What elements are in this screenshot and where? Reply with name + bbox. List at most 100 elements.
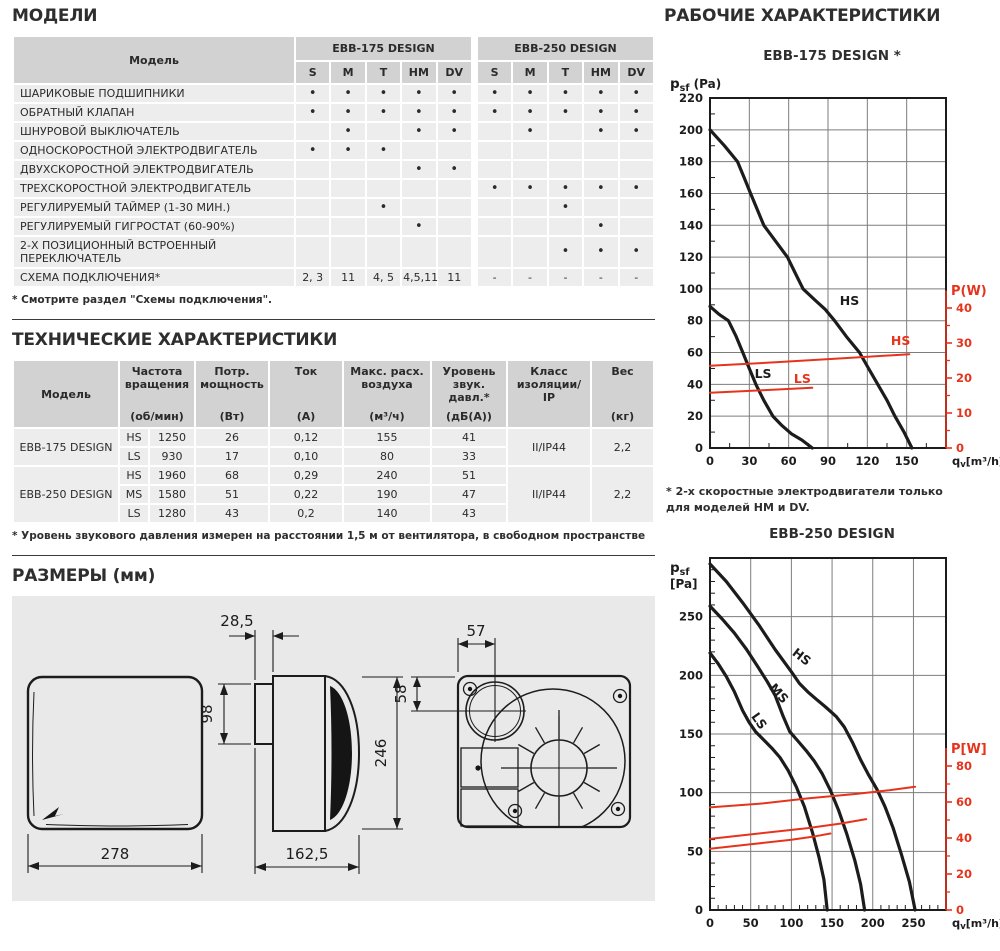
table-cell bbox=[584, 199, 618, 216]
feature-label: ДВУХСКОРОСТНОЙ ЭЛЕКТРОДВИГАТЕЛЬ bbox=[14, 161, 294, 178]
table-cell: • bbox=[477, 180, 512, 197]
table-row: ШАРИКОВЫЕ ПОДШИПНИКИ • • • • • • • • • • bbox=[14, 85, 653, 102]
feature-label: РЕГУЛИРУЕМЫЙ ГИГРОСТАТ (60-90%) bbox=[14, 218, 294, 235]
table-row: EBB-175 DESIGN HS 1250 26 0,12 155 41 II/IP44 2,… bbox=[14, 429, 653, 465]
table-cell: • bbox=[366, 142, 401, 159]
table-cell: • bbox=[584, 218, 618, 235]
impeller bbox=[530, 739, 588, 797]
curve-hs bbox=[708, 562, 917, 912]
svg-text:20: 20 bbox=[956, 371, 972, 385]
svg-text:0: 0 bbox=[695, 903, 703, 917]
table-cell: LS bbox=[120, 505, 148, 522]
table-row: ТРЕХСКОРОСТНОЙ ЭЛЕКТРОДВИГАТЕЛЬ • • • • • bbox=[14, 180, 653, 197]
table-cell: • bbox=[548, 85, 583, 102]
feature-label: ОДНОСКОРОСТНОЙ ЭЛЕКТРОДВИГАТЕЛЬ bbox=[14, 142, 294, 159]
table-cell: 140 bbox=[344, 505, 430, 522]
table-cell bbox=[366, 237, 401, 267]
flow-axis-label: qv[m³/h] bbox=[952, 454, 1000, 470]
table-cell bbox=[331, 180, 365, 197]
table-cell bbox=[437, 237, 471, 267]
curve-hs bbox=[709, 353, 911, 367]
right-column: РАБОЧИЕ ХАРАКТЕРИСТИКИ EBB-175 DESIGN * … bbox=[664, 4, 1000, 938]
table-cell: • bbox=[513, 104, 547, 121]
divider bbox=[12, 319, 655, 320]
column-header: Вес (кг) bbox=[592, 361, 653, 427]
insulation-class: II/IP44 bbox=[508, 429, 590, 465]
table-cell: • bbox=[331, 142, 365, 159]
svg-text:250: 250 bbox=[901, 916, 925, 930]
table-cell: • bbox=[366, 85, 401, 102]
table-cell: • bbox=[548, 180, 583, 197]
height-dim: 246 bbox=[362, 676, 403, 830]
model-name: EBB-175 DESIGN bbox=[14, 429, 118, 465]
table-cell bbox=[366, 218, 401, 235]
table-cell: • bbox=[402, 161, 436, 178]
table-cell: • bbox=[513, 85, 547, 102]
table-cell: • bbox=[619, 237, 653, 267]
divider bbox=[12, 555, 655, 556]
svg-text:50: 50 bbox=[687, 844, 703, 858]
table-cell bbox=[477, 142, 512, 159]
table-cell: • bbox=[477, 104, 512, 121]
table-cell bbox=[366, 161, 401, 178]
table-cell bbox=[296, 123, 330, 140]
svg-text:160: 160 bbox=[679, 186, 703, 200]
table-cell: • bbox=[402, 123, 436, 140]
svg-text:60: 60 bbox=[687, 346, 703, 360]
table-row: MS 1580 51 0,22 190 47 bbox=[14, 486, 653, 503]
table-cell: • bbox=[513, 123, 547, 140]
table-cell bbox=[619, 142, 653, 159]
variant-column-header: M bbox=[513, 62, 547, 83]
table-cell bbox=[402, 142, 436, 159]
table-cell bbox=[366, 123, 401, 140]
column-header: Потр. мощность (Вт) bbox=[196, 361, 268, 427]
table-cell: 2, 3 bbox=[296, 269, 330, 286]
svg-text:180: 180 bbox=[679, 155, 703, 169]
table-cell: 11 bbox=[331, 269, 365, 286]
svg-text:200: 200 bbox=[679, 123, 703, 137]
table-cell: 0,2 bbox=[270, 505, 342, 522]
table-cell bbox=[437, 218, 471, 235]
table-row: ОБРАТНЫЙ КЛАПАН • • • • • • • • • • bbox=[14, 104, 653, 121]
chart-block-ebb-250: EBB-250 DESIGN 0 50 100 150 200 250 0 50 100 150 2… bbox=[664, 526, 1000, 938]
dim-57: 57 bbox=[466, 622, 485, 640]
column-header: Уровень звук. давл.* (дБ(А)) bbox=[432, 361, 506, 427]
table-cell: 17 bbox=[196, 448, 268, 465]
svg-text:100: 100 bbox=[779, 916, 803, 930]
curve-ls bbox=[709, 386, 814, 394]
curve-label: LS bbox=[794, 371, 811, 386]
table-cell: • bbox=[619, 104, 653, 121]
svg-text:30: 30 bbox=[956, 336, 972, 350]
models-table: Модель EBB-175 DESIGN EBB-250 DESIGN S M T HM D… bbox=[12, 35, 655, 288]
svg-text:30: 30 bbox=[741, 454, 757, 468]
table-cell bbox=[331, 237, 365, 267]
variant-column-header: S bbox=[477, 62, 512, 83]
table-row: LS 1280 43 0,2 140 43 bbox=[14, 505, 653, 522]
weight: 2,2 bbox=[592, 467, 653, 522]
power-axis-label: P(W) bbox=[951, 284, 987, 299]
variant-column-header: HM bbox=[402, 62, 436, 83]
table-cell bbox=[296, 199, 330, 216]
table-cell: • bbox=[548, 237, 583, 267]
dim-162-5: 162,5 bbox=[286, 845, 329, 863]
dims-section-title: РАЗМЕРЫ (мм) bbox=[12, 566, 156, 586]
table-cell bbox=[296, 218, 330, 235]
feature-label: ОБРАТНЫЙ КЛАПАН bbox=[14, 104, 294, 121]
dim-98: 98 bbox=[198, 704, 216, 723]
table-cell: MS bbox=[120, 486, 148, 503]
tech-footnote: * Уровень звукового давления измерен на … bbox=[12, 530, 646, 542]
svg-text:140: 140 bbox=[679, 218, 703, 232]
corner-screws bbox=[462, 681, 628, 819]
table-cell: • bbox=[437, 123, 471, 140]
column-header: Ток (А) bbox=[270, 361, 342, 427]
tech-section-title: ТЕХНИЧЕСКИЕ ХАРАКТЕРИСТИКИ bbox=[12, 330, 338, 350]
table-cell: • bbox=[402, 85, 436, 102]
column-header: Макс. расх. воздуха (м³/ч) bbox=[344, 361, 430, 427]
table-cell: 43 bbox=[432, 505, 506, 522]
spigot-diameter-dim: 98 bbox=[198, 683, 251, 745]
table-cell: - bbox=[584, 269, 618, 286]
dim-28-5: 28,5 bbox=[220, 612, 253, 630]
table-cell bbox=[296, 180, 330, 197]
svg-text:20: 20 bbox=[956, 867, 972, 881]
group-header: EBB-250 DESIGN bbox=[477, 37, 653, 60]
